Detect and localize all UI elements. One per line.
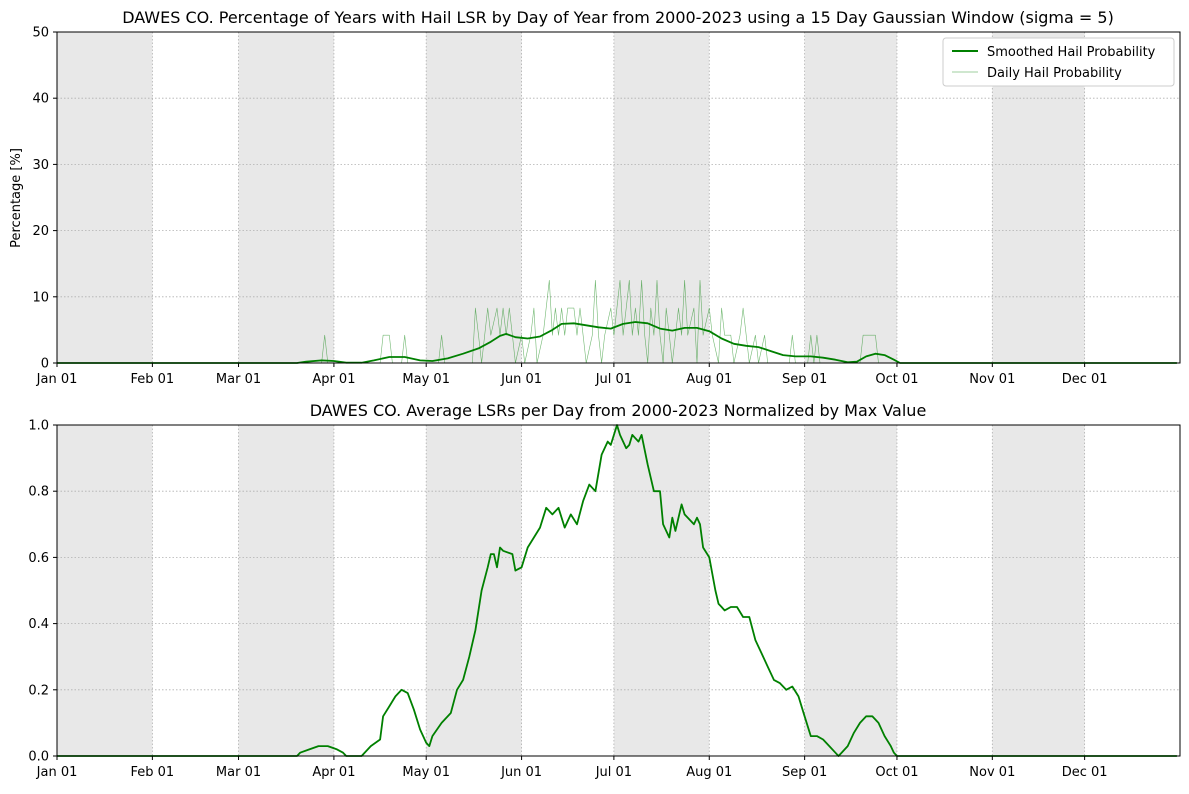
x-tick-label: Oct 01 <box>875 372 918 387</box>
x-tick-label: Oct 01 <box>875 765 918 780</box>
y-tick-label: 10 <box>32 290 49 305</box>
y-axis-label: Percentage [%] <box>9 148 24 248</box>
x-tick-label: Feb 01 <box>131 765 175 780</box>
smoothed-hail-probability-line <box>57 321 1177 364</box>
y-tick-label: 1.0 <box>28 419 49 434</box>
x-tick-label: Jan 01 <box>36 765 78 780</box>
month-band-jan <box>57 32 153 363</box>
x-tick-label: Dec 01 <box>1062 765 1108 780</box>
plot-frame <box>56 31 1181 364</box>
x-tick-label: Aug 01 <box>686 372 732 387</box>
x-tick-label: May 01 <box>402 372 450 387</box>
y-tick-label: 0.6 <box>28 551 49 566</box>
month-band-jan <box>57 425 153 756</box>
normalized-lsr-panel: Jan 01 Feb 01 Mar 01 Apr 01 May 01 Jun 01 Jul … <box>28 401 1181 780</box>
month-band-sep <box>804 32 897 363</box>
y-tick-label: 0.8 <box>28 485 49 500</box>
legend: Smoothed Hail Probability Daily Hail Pro… <box>942 37 1175 87</box>
month-band-may <box>426 32 522 363</box>
plot-frame <box>56 424 1181 757</box>
y-tick-label: 20 <box>32 224 49 239</box>
month-band-sep <box>804 425 897 756</box>
month-band-jul <box>613 425 710 756</box>
legend-label-smoothed: Smoothed Hail Probability <box>987 45 1156 60</box>
y-tick-label: 50 <box>32 26 49 41</box>
month-band-jul <box>613 32 710 363</box>
y-tick-label: 0.0 <box>28 750 49 765</box>
x-tick-label: Jul 01 <box>595 372 632 387</box>
legend-label-daily: Daily Hail Probability <box>987 66 1122 81</box>
x-tick-label: Aug 01 <box>686 765 732 780</box>
x-tick-label: Apr 01 <box>312 765 355 780</box>
month-band-mar <box>238 32 334 363</box>
x-tick-label: Nov 01 <box>969 372 1015 387</box>
month-band-mar <box>238 425 334 756</box>
hail-probability-panel: Jan 01 Feb 01 Mar 01 Apr 01 May 01 Jun 01 Jul … <box>9 8 1181 387</box>
daily-hail-probability-line <box>57 279 1177 364</box>
y-tick-label: 40 <box>32 92 49 107</box>
month-band-may <box>426 425 522 756</box>
month-band-nov <box>992 32 1085 363</box>
x-tick-label: Jun 01 <box>500 765 542 780</box>
x-tick-label: Dec 01 <box>1062 372 1108 387</box>
x-tick-label: Jul 01 <box>595 765 632 780</box>
x-tick-label: Jan 01 <box>36 372 78 387</box>
chart-title: DAWES CO. Average LSRs per Day from 2000… <box>310 401 927 420</box>
x-tick-label: May 01 <box>402 765 450 780</box>
x-tick-label: Sep 01 <box>782 765 827 780</box>
x-tick-label: Sep 01 <box>782 372 827 387</box>
series-line <box>57 424 1177 757</box>
x-tick-label: Mar 01 <box>216 765 261 780</box>
x-tick-label: Apr 01 <box>312 372 355 387</box>
x-tick-label: Feb 01 <box>131 372 175 387</box>
x-tick-label: Nov 01 <box>969 765 1015 780</box>
y-tick-label: 0.2 <box>28 683 49 698</box>
month-band-nov <box>992 425 1085 756</box>
y-tick-label: 0 <box>41 357 49 372</box>
chart-title: DAWES CO. Percentage of Years with Hail … <box>122 8 1114 27</box>
y-tick-label: 30 <box>32 158 49 173</box>
x-tick-label: Jun 01 <box>500 372 542 387</box>
x-tick-label: Mar 01 <box>216 372 261 387</box>
legend-box <box>942 37 1175 87</box>
y-tick-label: 0.4 <box>28 617 49 632</box>
